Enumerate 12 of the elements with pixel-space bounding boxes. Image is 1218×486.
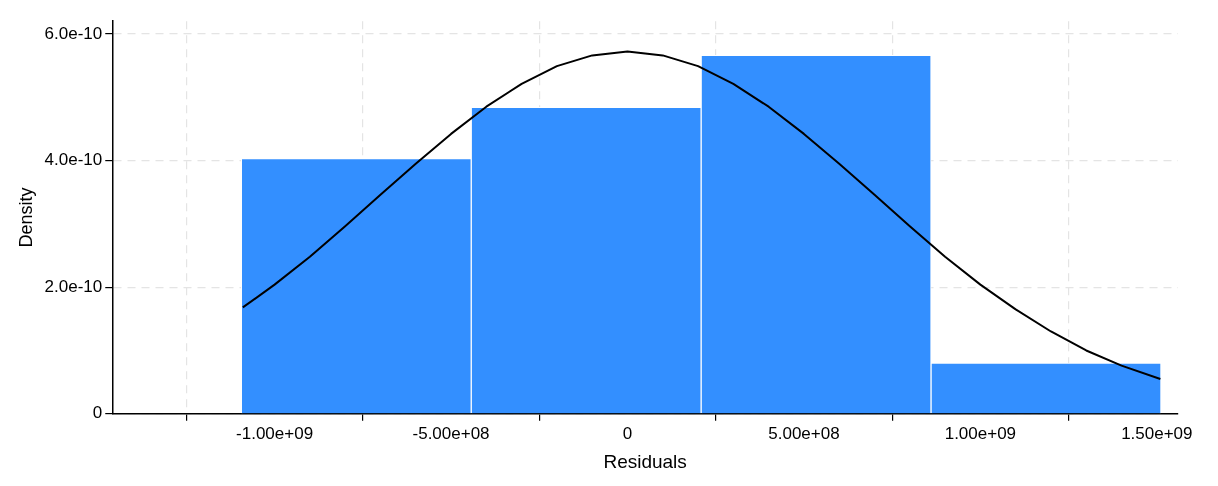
y-tick-label: 0	[92, 403, 103, 423]
y-tick-label: 6.0e-10	[44, 23, 103, 43]
y-tick-label: 4.0e-10	[44, 150, 103, 170]
x-tick-label: -1.00e+09	[236, 423, 314, 443]
x-tick-label: -5.00e+08	[412, 423, 490, 443]
x-tick-label: 1.50e+09	[1121, 423, 1193, 443]
x-tick-label: 1.00e+09	[944, 423, 1017, 443]
y-axis-title: Density	[15, 187, 36, 248]
x-tick-label: 5.00e+08	[768, 423, 840, 443]
x-tick-label: 0	[622, 423, 633, 443]
y-tick-label: 2.0e-10	[44, 276, 103, 296]
x-axis-title: Residuals	[603, 450, 687, 472]
